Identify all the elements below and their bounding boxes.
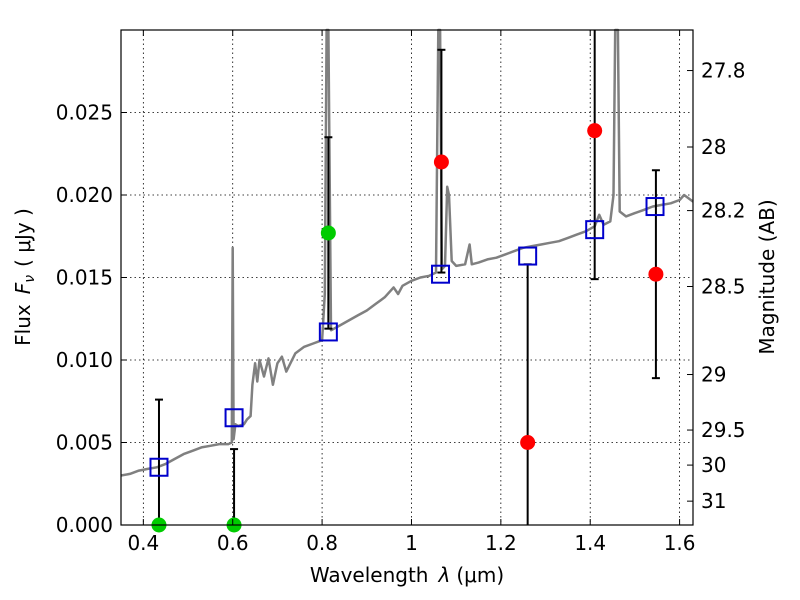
x-tick-label: 1.6 <box>664 531 696 555</box>
y-axis-label: FluxFν( μJy ) <box>11 208 38 346</box>
y-tick-label: 0.005 <box>56 431 113 455</box>
model-photometry-marker <box>431 264 451 284</box>
y-tick-label: 0.020 <box>56 183 113 207</box>
x-tick-label: 0.6 <box>217 531 249 555</box>
observed-red-marker <box>433 154 449 170</box>
observed-red-marker <box>587 123 603 139</box>
data-markers <box>149 123 665 533</box>
model-photometry-marker <box>645 197 665 217</box>
y2-axis-label: Magnitude (AB) <box>755 199 779 354</box>
y2-tick-label: 28.2 <box>701 199 746 223</box>
y-tick-label: 0.015 <box>56 266 113 290</box>
y2-tick-label: 29.5 <box>701 418 746 442</box>
grid <box>121 30 693 525</box>
observed-red-marker <box>648 266 664 282</box>
x-axis-label: Wavelength λ (μm) <box>310 563 504 587</box>
y-tick-label: 0.010 <box>56 348 113 372</box>
observed-green-marker <box>320 225 336 241</box>
model-photometry-marker <box>518 246 538 266</box>
x-tick-label: 0.8 <box>306 531 338 555</box>
error-bars <box>154 30 660 525</box>
y2-tick-label: 28.5 <box>701 275 746 299</box>
model-photometry-marker <box>224 408 244 428</box>
model-photometry-marker <box>585 220 605 240</box>
y-axis-ticks: 0.000 0.005 0.010 0.015 0.020 0.025 <box>56 101 127 537</box>
x-tick-label: 1 <box>405 531 418 555</box>
x-tick-label: 1.4 <box>574 531 606 555</box>
spectrum-line <box>120 28 694 477</box>
y2-axis-ticks: 27.8 28 28.2 28.5 29 29.5 30 31 <box>687 59 746 513</box>
observed-red-marker <box>520 435 536 450</box>
y2-tick-label: 31 <box>701 489 726 513</box>
model-photometry-marker <box>149 457 169 477</box>
y-tick-label: 0.000 <box>56 513 113 537</box>
y2-tick-label: 28 <box>701 135 726 159</box>
y2-tick-label: 30 <box>701 453 726 477</box>
x-axis-ticks: 0.4 0.6 0.8 1 1.2 1.4 1.6 <box>127 30 696 555</box>
x-tick-label: 0.4 <box>127 531 159 555</box>
model-photometry-marker <box>318 322 338 342</box>
y2-tick-label: 29 <box>701 363 726 387</box>
model-spectrum <box>120 28 694 477</box>
y-tick-label: 0.025 <box>56 101 113 125</box>
y2-tick-label: 27.8 <box>701 59 746 83</box>
x-tick-label: 1.2 <box>485 531 517 555</box>
